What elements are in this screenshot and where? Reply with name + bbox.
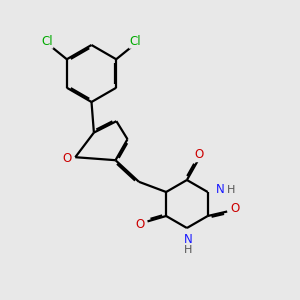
- Text: O: O: [194, 148, 203, 161]
- Text: O: O: [230, 202, 239, 215]
- Text: Cl: Cl: [41, 35, 52, 48]
- Text: Cl: Cl: [130, 35, 141, 48]
- Text: O: O: [62, 152, 71, 165]
- Text: N: N: [184, 233, 193, 246]
- Text: N: N: [216, 183, 225, 196]
- Text: H: H: [227, 184, 235, 195]
- Text: O: O: [135, 218, 145, 231]
- Text: H: H: [184, 244, 193, 255]
